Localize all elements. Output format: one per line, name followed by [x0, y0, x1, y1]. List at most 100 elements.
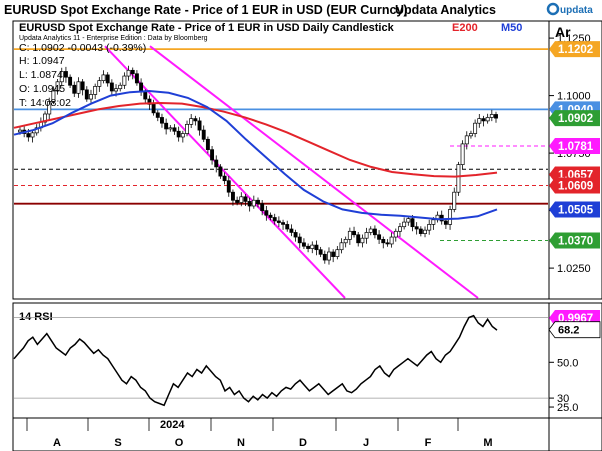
price-axis-label: Ar — [555, 24, 571, 40]
candle-down — [109, 82, 114, 92]
price-tag-1.0609: 1.0609 — [549, 177, 600, 194]
candle-down — [151, 103, 156, 114]
candle-down — [226, 180, 231, 193]
price-tag-bg — [549, 137, 600, 154]
candle-up — [464, 135, 469, 145]
candle-down — [297, 236, 302, 244]
candle-down — [193, 118, 198, 122]
price-tag-1.0781: 1.0781 — [549, 137, 600, 154]
candle-down — [306, 245, 311, 249]
candle-down — [331, 251, 336, 257]
candle-down — [214, 159, 219, 168]
candle-up — [427, 224, 432, 231]
rsi-current-tag: 68.2 — [548, 321, 601, 339]
candle-down — [377, 234, 382, 240]
logo-text: updata — [560, 5, 593, 16]
candle-down — [260, 203, 265, 211]
price-tag-bg — [549, 41, 600, 58]
candle-up — [473, 122, 478, 134]
app-name: Updata Analytics — [395, 3, 496, 17]
candle-up — [489, 114, 494, 118]
candle-down — [418, 228, 423, 234]
candle-down — [281, 222, 286, 225]
header-title: EURUSD Spot Exchange Rate - Price of 1 E… — [4, 3, 408, 17]
candle-down — [201, 129, 206, 140]
rsi-tick-label: 25.0 — [557, 402, 578, 414]
candle-up — [389, 236, 394, 245]
month-label-D: D — [299, 437, 307, 449]
candle-down — [356, 234, 361, 244]
candle-down — [197, 120, 202, 131]
candle-up — [327, 251, 331, 261]
candle-up — [431, 219, 436, 225]
candle-up — [185, 123, 189, 134]
candle-down — [481, 118, 486, 122]
candle-up — [468, 133, 473, 137]
candle-down — [68, 76, 73, 86]
price-tag-label: 1.0902 — [558, 113, 593, 125]
candle-up — [126, 69, 131, 77]
candle-up — [310, 244, 315, 249]
candle-up — [30, 132, 35, 138]
candle-down — [84, 89, 89, 100]
candle-down — [235, 199, 240, 203]
candle-up — [251, 199, 256, 207]
ohlc-readout: C: 1.0902 -0.0043 (-0.39%) H: 1.0947 L: … — [19, 42, 146, 109]
candle-down — [494, 114, 498, 119]
rsi-tick-label: 30 — [557, 393, 569, 405]
candle-up — [93, 86, 98, 95]
candle-up — [239, 196, 244, 203]
ema200-line — [13, 101, 498, 178]
candle-up — [114, 88, 118, 92]
candle-up — [76, 81, 81, 94]
candle-down — [80, 81, 85, 91]
readout-low: L: 1.0874 — [19, 69, 63, 81]
month-label-S: S — [114, 437, 121, 449]
candle-down — [230, 191, 235, 201]
month-label-N: N — [237, 437, 245, 449]
candle-down — [147, 98, 152, 105]
rsi-tick-label: 50.0 — [557, 357, 578, 369]
month-label-A: A — [53, 437, 61, 449]
candle-up — [448, 209, 453, 225]
channel-upper-line — [149, 45, 479, 299]
rsi-gridlines — [14, 317, 548, 399]
price-panel — [12, 20, 550, 300]
ma50-line — [13, 89, 498, 221]
candle-down — [26, 133, 31, 138]
candle-down — [414, 226, 419, 230]
updata-logo-icon — [546, 2, 560, 16]
price-tag-1.0370: 1.0370 — [549, 232, 600, 249]
candle-down — [272, 217, 277, 222]
candle-up — [343, 239, 348, 244]
candle-up — [360, 237, 365, 244]
channel-lower-line — [104, 45, 346, 299]
candle-down — [222, 175, 227, 182]
candle-up — [364, 232, 369, 239]
candle-down — [314, 244, 319, 251]
candle-down — [143, 91, 148, 100]
rsi-panel — [12, 302, 550, 419]
candle-up — [122, 75, 127, 86]
candle-up — [89, 94, 93, 100]
rsi-path — [13, 314, 498, 407]
candle-up — [398, 226, 402, 232]
candle-down — [256, 199, 260, 205]
candlesticks — [18, 65, 498, 265]
candle-down — [293, 232, 298, 238]
price-tags: 1.12021.09401.09021.07811.06571.06091.05… — [549, 41, 600, 249]
rsi-current-bg — [548, 321, 601, 339]
price-tag-1.1202: 1.1202 — [549, 41, 600, 58]
candle-down — [352, 230, 356, 236]
readout-close: C: 1.0902 -0.0043 (-0.39%) — [19, 42, 146, 54]
candle-up — [101, 74, 106, 82]
legend-ma50: M50 — [501, 22, 522, 34]
candle-up — [456, 164, 461, 193]
candle-down — [410, 218, 415, 228]
candle-up — [180, 133, 185, 138]
candle-up — [97, 80, 102, 87]
rsi-current-label: 68.2 — [558, 325, 579, 337]
candle-up — [55, 81, 60, 92]
